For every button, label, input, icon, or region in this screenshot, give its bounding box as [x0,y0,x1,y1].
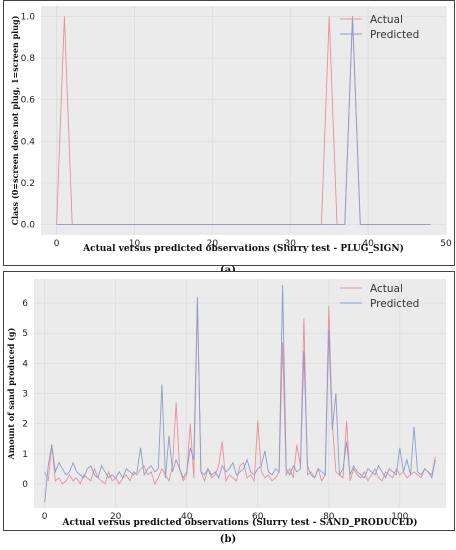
legend-label-actual: Actual [370,14,403,26]
x-tick-label: 20 [110,512,122,522]
x-axis-label: Actual versus predicted observations (Sl… [82,243,404,254]
y-axis-label: Amount of sand produced (g) [6,327,16,460]
plug-sign-chart: 0 10 20 30 40 50 0.0 0.2 0.4 0.6 0.8 1.0 Actual vers… [10,6,452,254]
x-tick-label: 50 [440,239,452,249]
x-tick-label: 0 [54,239,60,249]
y-tick-label: 0.0 [21,221,36,231]
y-tick-label: 5 [22,329,28,339]
y-tick-label: 6 [22,299,28,309]
x-tick-label: 40 [181,512,193,522]
sand-produced-chart: 0 20 40 60 80 100 0 1 2 3 4 5 6 Actual versus predict… [6,279,446,528]
panel-a-caption: (a) [0,265,456,276]
x-tick-label: 40 [362,239,374,249]
legend-label-actual: Actual [370,283,403,295]
series-line-predicted [56,16,431,226]
y-tick-label: 1 [22,450,28,460]
y-tick-label: 3 [22,390,28,400]
x-tick-label: 60 [252,512,264,522]
y-tick-label: 1.0 [21,12,36,22]
chart-panel-b: 0 20 40 60 80 100 0 1 2 3 4 5 6 Actual versus predict… [3,271,455,531]
x-tick-label: 10 [129,239,141,249]
legend-label-predicted: Predicted [370,298,419,310]
y-tick-label: 4 [22,359,28,369]
x-tick-label: 100 [391,512,408,522]
y-tick-label: 0.2 [21,179,35,189]
y-tick-label: 0 [22,480,28,490]
chart-panel-a: 0 10 20 30 40 50 0.0 0.2 0.4 0.6 0.8 1.0 Actual vers… [3,0,455,266]
y-axis-label: Class (0=screen does not plug, 1=screen … [10,15,20,225]
y-tick-label: 0.6 [21,96,36,106]
series-line-actual [44,300,436,486]
y-tick-label: 0.8 [21,54,36,64]
series-line-predicted [44,284,436,503]
x-tick-label: 80 [323,512,335,522]
y-tick-label: 0.4 [21,137,36,147]
y-tick-label: 2 [22,420,28,430]
plot-area [41,6,446,235]
x-tick-label: 0 [42,512,48,522]
x-tick-label: 30 [285,239,297,249]
legend-label-predicted: Predicted [370,29,419,41]
x-tick-label: 20 [207,239,219,249]
x-axis-label: Actual versus predicted observations (Sl… [61,517,417,528]
panel-b-caption: (b) [219,534,237,545]
